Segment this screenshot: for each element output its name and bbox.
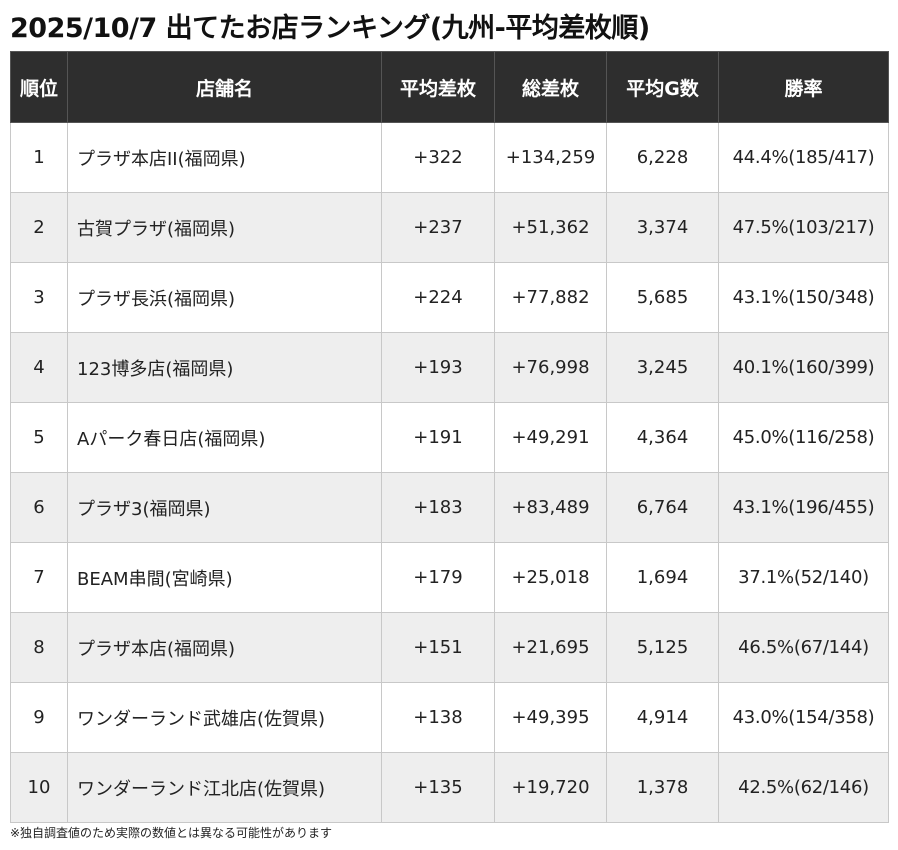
- cell-avg-diff: +191: [381, 402, 495, 473]
- cell-rank: 9: [10, 682, 68, 753]
- cell-store: Aパーク春日店(福岡県): [67, 402, 382, 473]
- table-row: 9 ワンダーランド武雄店(佐賀県) +138 +49,395 4,914 43.…: [10, 682, 889, 753]
- cell-avg-diff: +179: [381, 542, 495, 613]
- table-row: 4 123博多店(福岡県) +193 +76,998 3,245 40.1%(1…: [10, 332, 889, 403]
- cell-avg-games: 3,245: [606, 332, 719, 403]
- cell-store: プラザ本店II(福岡県): [67, 122, 382, 193]
- cell-store: プラザ本店(福岡県): [67, 612, 382, 683]
- cell-avg-games: 5,685: [606, 262, 719, 333]
- cell-rank: 10: [10, 752, 68, 823]
- header-store: 店舗名: [67, 51, 382, 123]
- cell-win-rate: 46.5%(67/144): [718, 612, 889, 683]
- ranking-table: 順位 店舗名 平均差枚 総差枚 平均G数 勝率 1 プラザ本店II(福岡県) +…: [10, 51, 889, 823]
- table-header-row: 順位 店舗名 平均差枚 総差枚 平均G数 勝率: [10, 51, 889, 123]
- cell-rank: 6: [10, 472, 68, 543]
- cell-total-diff: +51,362: [494, 192, 607, 263]
- cell-avg-diff: +193: [381, 332, 495, 403]
- cell-rank: 5: [10, 402, 68, 473]
- cell-avg-diff: +224: [381, 262, 495, 333]
- cell-win-rate: 40.1%(160/399): [718, 332, 889, 403]
- header-rank: 順位: [10, 51, 68, 123]
- header-avg-games: 平均G数: [606, 51, 719, 123]
- cell-rank: 8: [10, 612, 68, 683]
- cell-avg-games: 6,228: [606, 122, 719, 193]
- cell-avg-games: 1,694: [606, 542, 719, 613]
- cell-avg-diff: +322: [381, 122, 495, 193]
- header-win-rate: 勝率: [718, 51, 889, 123]
- cell-store: ワンダーランド武雄店(佐賀県): [67, 682, 382, 753]
- cell-rank: 1: [10, 122, 68, 193]
- cell-total-diff: +77,882: [494, 262, 607, 333]
- table-row: 7 BEAM串間(宮崎県) +179 +25,018 1,694 37.1%(5…: [10, 542, 889, 613]
- cell-avg-games: 3,374: [606, 192, 719, 263]
- cell-total-diff: +49,291: [494, 402, 607, 473]
- cell-rank: 3: [10, 262, 68, 333]
- table-row: 1 プラザ本店II(福岡県) +322 +134,259 6,228 44.4%…: [10, 122, 889, 193]
- cell-win-rate: 43.1%(150/348): [718, 262, 889, 333]
- cell-rank: 7: [10, 542, 68, 613]
- cell-win-rate: 44.4%(185/417): [718, 122, 889, 193]
- cell-rank: 4: [10, 332, 68, 403]
- cell-win-rate: 43.1%(196/455): [718, 472, 889, 543]
- cell-win-rate: 43.0%(154/358): [718, 682, 889, 753]
- cell-avg-diff: +151: [381, 612, 495, 683]
- page-title: 2025/10/7 出てたお店ランキング(九州-平均差枚順): [10, 13, 650, 44]
- footnote: ※独自調査値のため実際の数値とは異なる可能性があります: [10, 826, 333, 840]
- table-row: 8 プラザ本店(福岡県) +151 +21,695 5,125 46.5%(67…: [10, 612, 889, 683]
- cell-avg-games: 5,125: [606, 612, 719, 683]
- header-total-diff: 総差枚: [494, 51, 607, 123]
- cell-avg-games: 1,378: [606, 752, 719, 823]
- cell-store: 古賀プラザ(福岡県): [67, 192, 382, 263]
- cell-avg-diff: +183: [381, 472, 495, 543]
- cell-store: プラザ3(福岡県): [67, 472, 382, 543]
- table-row: 5 Aパーク春日店(福岡県) +191 +49,291 4,364 45.0%(…: [10, 402, 889, 473]
- cell-avg-games: 6,764: [606, 472, 719, 543]
- cell-avg-diff: +135: [381, 752, 495, 823]
- cell-total-diff: +21,695: [494, 612, 607, 683]
- cell-store: BEAM串間(宮崎県): [67, 542, 382, 613]
- cell-avg-games: 4,914: [606, 682, 719, 753]
- table-row: 6 プラザ3(福岡県) +183 +83,489 6,764 43.1%(196…: [10, 472, 889, 543]
- cell-win-rate: 37.1%(52/140): [718, 542, 889, 613]
- cell-avg-games: 4,364: [606, 402, 719, 473]
- cell-total-diff: +83,489: [494, 472, 607, 543]
- cell-total-diff: +134,259: [494, 122, 607, 193]
- cell-total-diff: +19,720: [494, 752, 607, 823]
- table-row: 2 古賀プラザ(福岡県) +237 +51,362 3,374 47.5%(10…: [10, 192, 889, 263]
- cell-win-rate: 42.5%(62/146): [718, 752, 889, 823]
- table-row: 10 ワンダーランド江北店(佐賀県) +135 +19,720 1,378 42…: [10, 752, 889, 823]
- cell-win-rate: 45.0%(116/258): [718, 402, 889, 473]
- cell-store: プラザ長浜(福岡県): [67, 262, 382, 333]
- cell-total-diff: +25,018: [494, 542, 607, 613]
- cell-avg-diff: +237: [381, 192, 495, 263]
- cell-store: 123博多店(福岡県): [67, 332, 382, 403]
- header-avg-diff: 平均差枚: [381, 51, 495, 123]
- cell-rank: 2: [10, 192, 68, 263]
- cell-store: ワンダーランド江北店(佐賀県): [67, 752, 382, 823]
- cell-avg-diff: +138: [381, 682, 495, 753]
- table-row: 3 プラザ長浜(福岡県) +224 +77,882 5,685 43.1%(15…: [10, 262, 889, 333]
- cell-total-diff: +49,395: [494, 682, 607, 753]
- cell-total-diff: +76,998: [494, 332, 607, 403]
- cell-win-rate: 47.5%(103/217): [718, 192, 889, 263]
